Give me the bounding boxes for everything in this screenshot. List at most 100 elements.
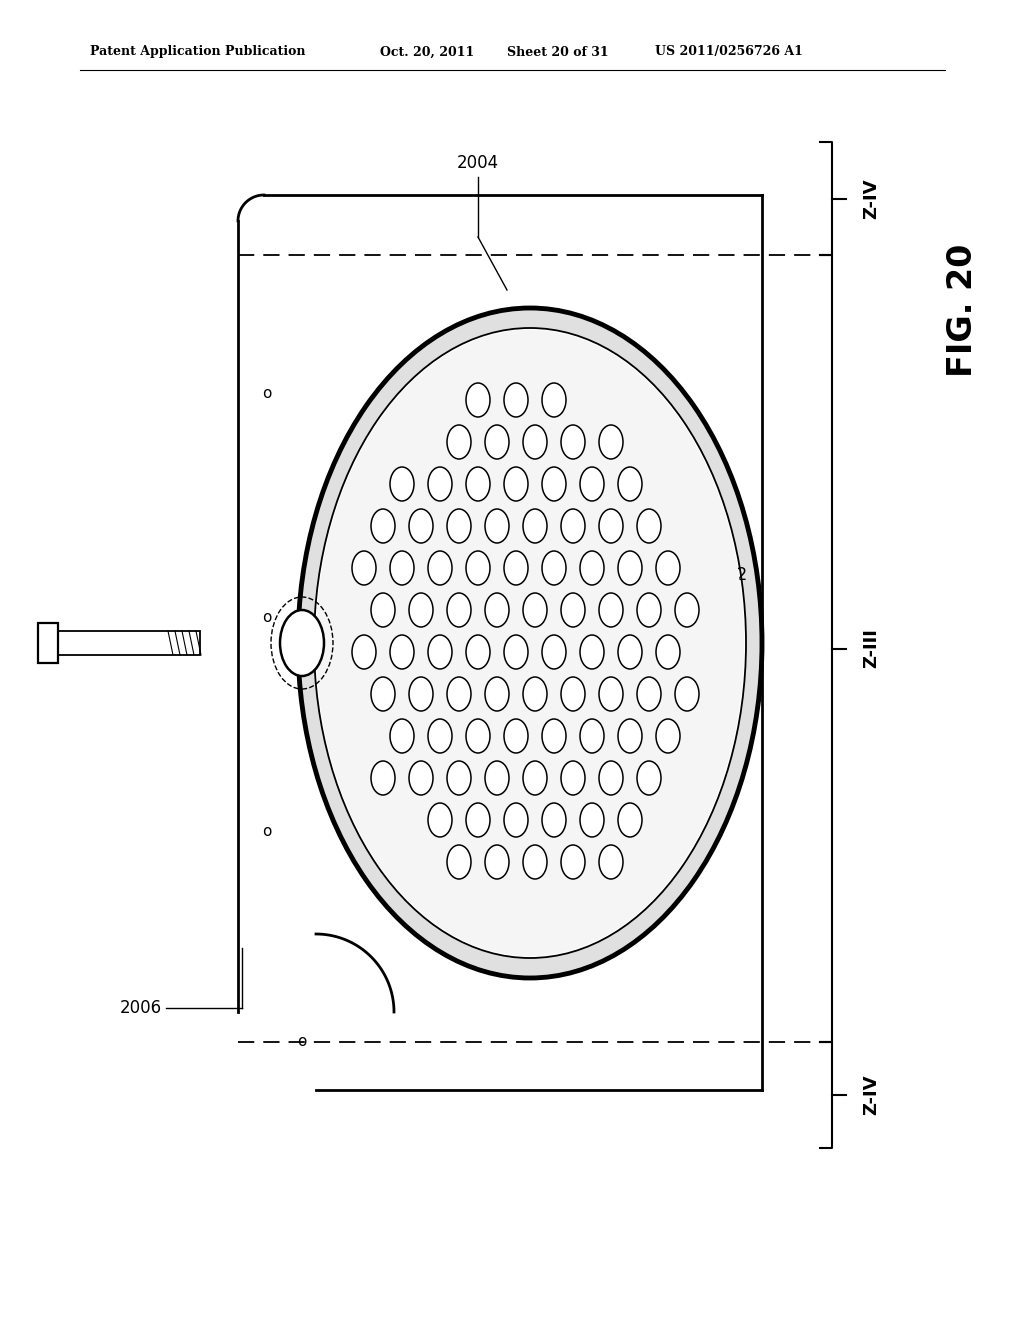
Text: 2004: 2004 xyxy=(457,154,499,172)
Ellipse shape xyxy=(447,593,471,627)
Ellipse shape xyxy=(316,330,744,956)
Ellipse shape xyxy=(428,635,452,669)
Ellipse shape xyxy=(599,677,623,711)
Text: Patent Application Publication: Patent Application Publication xyxy=(90,45,305,58)
Ellipse shape xyxy=(504,719,528,752)
Ellipse shape xyxy=(580,719,604,752)
Ellipse shape xyxy=(637,762,662,795)
Ellipse shape xyxy=(561,593,585,627)
Ellipse shape xyxy=(352,635,376,669)
Ellipse shape xyxy=(428,803,452,837)
Ellipse shape xyxy=(523,845,547,879)
Ellipse shape xyxy=(561,845,585,879)
Ellipse shape xyxy=(314,327,746,958)
Ellipse shape xyxy=(352,550,376,585)
Ellipse shape xyxy=(561,677,585,711)
Ellipse shape xyxy=(504,383,528,417)
Ellipse shape xyxy=(485,593,509,627)
Text: o: o xyxy=(409,385,418,400)
Ellipse shape xyxy=(298,308,762,978)
Ellipse shape xyxy=(542,550,566,585)
Text: o: o xyxy=(262,385,271,400)
Text: Oct. 20, 2011: Oct. 20, 2011 xyxy=(380,45,474,58)
Bar xyxy=(38,623,58,663)
Ellipse shape xyxy=(447,845,471,879)
Ellipse shape xyxy=(485,510,509,543)
Ellipse shape xyxy=(466,719,490,752)
Ellipse shape xyxy=(485,425,509,459)
Ellipse shape xyxy=(466,550,490,585)
Ellipse shape xyxy=(485,677,509,711)
Ellipse shape xyxy=(580,803,604,837)
Ellipse shape xyxy=(466,467,490,502)
Ellipse shape xyxy=(371,593,395,627)
Ellipse shape xyxy=(637,677,662,711)
Ellipse shape xyxy=(561,425,585,459)
Ellipse shape xyxy=(390,550,414,585)
Ellipse shape xyxy=(618,803,642,837)
Ellipse shape xyxy=(336,363,724,923)
Ellipse shape xyxy=(656,635,680,669)
Ellipse shape xyxy=(561,510,585,543)
Text: Sheet 20 of 31: Sheet 20 of 31 xyxy=(507,45,608,58)
Ellipse shape xyxy=(637,510,662,543)
Ellipse shape xyxy=(409,762,433,795)
Ellipse shape xyxy=(599,762,623,795)
Text: o: o xyxy=(262,610,271,626)
Ellipse shape xyxy=(580,635,604,669)
Ellipse shape xyxy=(390,467,414,502)
Text: o: o xyxy=(262,825,271,840)
Ellipse shape xyxy=(599,510,623,543)
Ellipse shape xyxy=(371,677,395,711)
Text: Z-IV: Z-IV xyxy=(862,1074,880,1115)
Ellipse shape xyxy=(504,550,528,585)
Ellipse shape xyxy=(599,593,623,627)
Ellipse shape xyxy=(504,803,528,837)
Ellipse shape xyxy=(447,762,471,795)
Ellipse shape xyxy=(447,425,471,459)
Ellipse shape xyxy=(523,593,547,627)
Ellipse shape xyxy=(618,467,642,502)
Ellipse shape xyxy=(390,719,414,752)
Bar xyxy=(58,631,200,655)
Ellipse shape xyxy=(466,803,490,837)
Ellipse shape xyxy=(447,677,471,711)
Ellipse shape xyxy=(618,550,642,585)
Ellipse shape xyxy=(447,510,471,543)
Ellipse shape xyxy=(523,425,547,459)
Ellipse shape xyxy=(599,845,623,879)
Ellipse shape xyxy=(637,593,662,627)
Ellipse shape xyxy=(675,593,699,627)
Ellipse shape xyxy=(561,762,585,795)
Ellipse shape xyxy=(371,762,395,795)
Text: o: o xyxy=(409,610,418,626)
Text: o: o xyxy=(297,1035,306,1049)
Ellipse shape xyxy=(280,610,324,676)
Ellipse shape xyxy=(675,677,699,711)
Ellipse shape xyxy=(618,719,642,752)
Ellipse shape xyxy=(542,635,566,669)
Ellipse shape xyxy=(409,593,433,627)
Ellipse shape xyxy=(542,467,566,502)
Text: 2002: 2002 xyxy=(706,566,749,583)
Text: FIG. 20: FIG. 20 xyxy=(946,243,980,376)
Ellipse shape xyxy=(466,383,490,417)
Ellipse shape xyxy=(485,762,509,795)
Ellipse shape xyxy=(580,467,604,502)
Ellipse shape xyxy=(542,719,566,752)
Ellipse shape xyxy=(523,762,547,795)
Ellipse shape xyxy=(428,467,452,502)
Ellipse shape xyxy=(409,677,433,711)
Ellipse shape xyxy=(542,383,566,417)
Ellipse shape xyxy=(466,635,490,669)
Ellipse shape xyxy=(618,635,642,669)
Text: Z-III: Z-III xyxy=(862,628,880,668)
Ellipse shape xyxy=(371,510,395,543)
Ellipse shape xyxy=(542,803,566,837)
Ellipse shape xyxy=(656,719,680,752)
Text: US 2011/0256726 A1: US 2011/0256726 A1 xyxy=(655,45,803,58)
Ellipse shape xyxy=(523,677,547,711)
Ellipse shape xyxy=(485,845,509,879)
Text: Z-IV: Z-IV xyxy=(862,178,880,219)
Ellipse shape xyxy=(504,467,528,502)
